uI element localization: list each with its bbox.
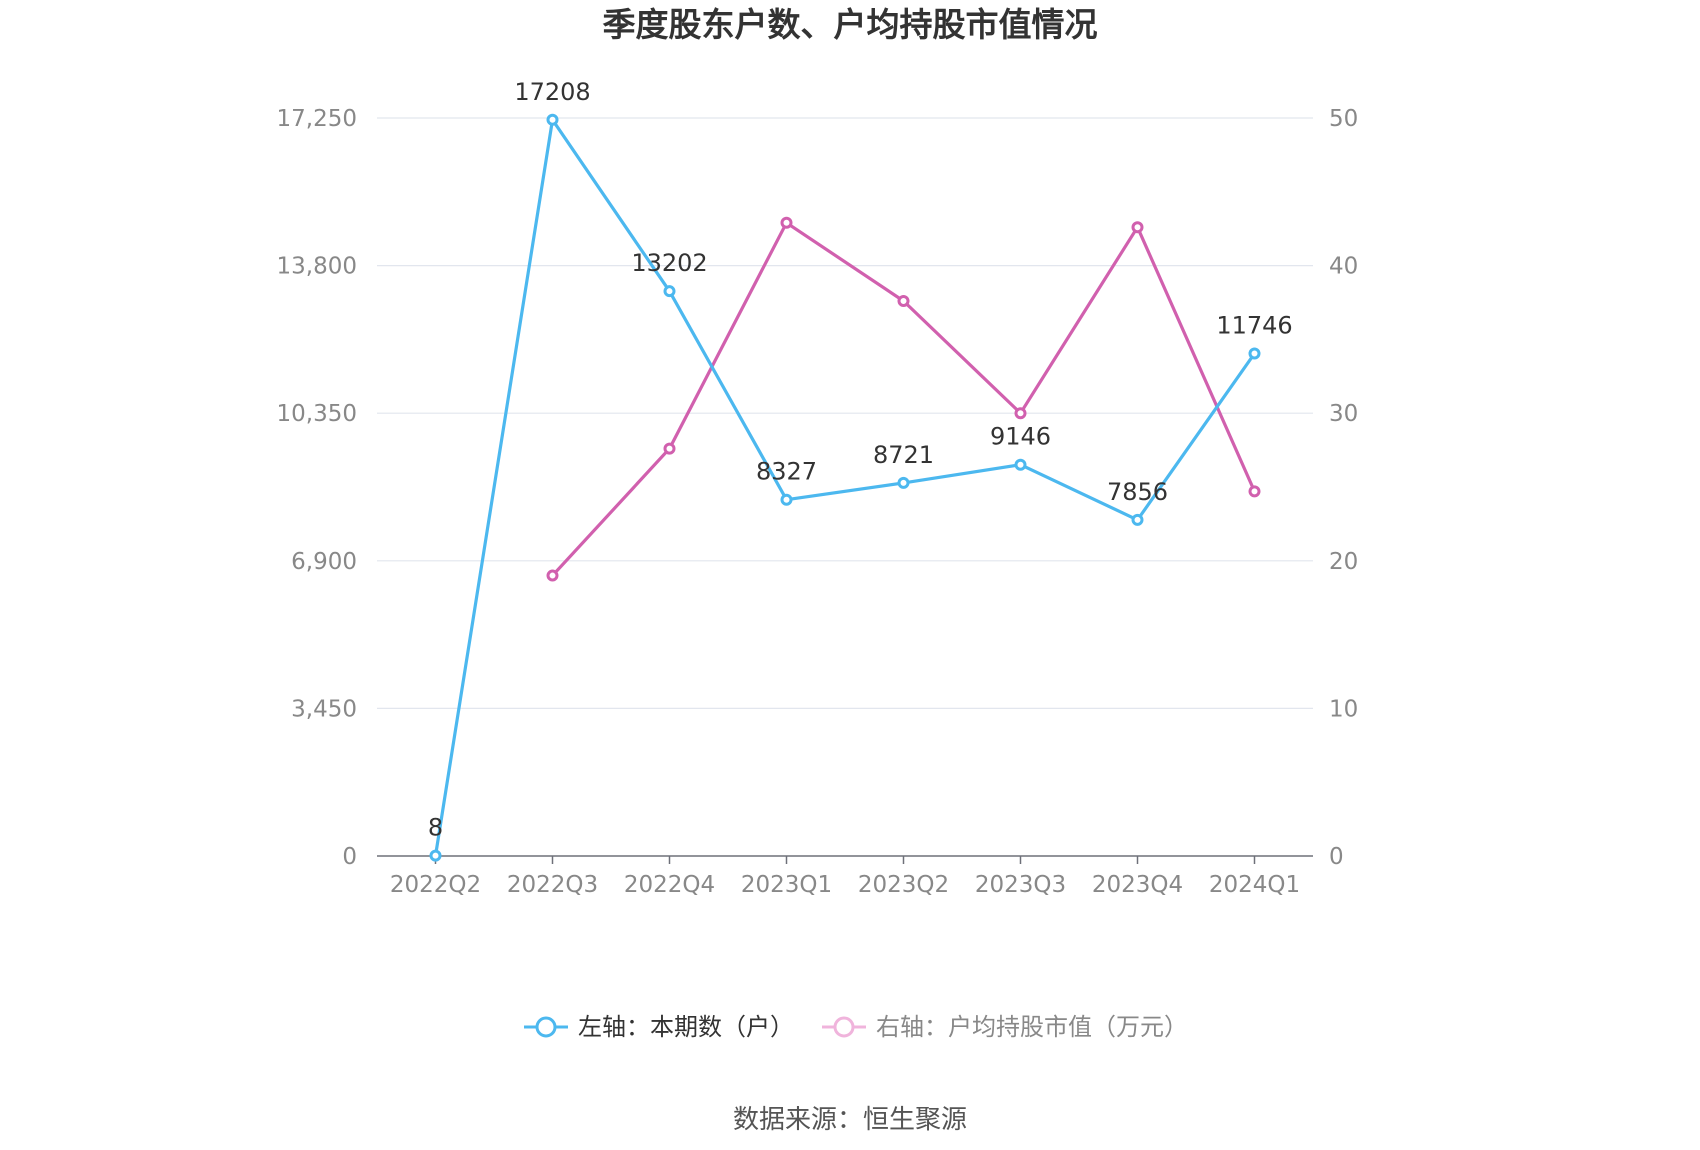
legend-item-right-series[interactable]: 右轴：户均持股市值（万元） — [822, 1013, 1188, 1041]
left-tick-label: 17,250 — [277, 106, 357, 132]
right-tick-label: 50 — [1329, 106, 1358, 132]
x-tick-label: 2022Q4 — [624, 872, 715, 898]
data-point-left[interactable] — [1131, 513, 1144, 526]
right-axis: 0 10 20 30 40 50 — [1329, 106, 1358, 870]
x-tick-label: 2024Q1 — [1209, 872, 1300, 898]
data-point-right[interactable] — [663, 442, 676, 455]
data-label: 11746 — [1216, 311, 1292, 339]
grid-lines — [377, 117, 1313, 710]
x-tick-label: 2023Q2 — [858, 872, 949, 898]
data-point-left[interactable] — [780, 493, 793, 506]
legend-marker-icon — [833, 1016, 855, 1038]
right-tick-label: 30 — [1329, 401, 1358, 427]
left-tick-label: 10,350 — [277, 401, 357, 427]
right-tick-label: 10 — [1329, 696, 1358, 722]
x-tick-label: 2023Q3 — [975, 872, 1066, 898]
data-point-left[interactable] — [546, 113, 559, 126]
data-point-right[interactable] — [897, 295, 910, 308]
legend-label-right: 右轴：户均持股市值（万元） — [876, 1013, 1188, 1041]
data-point-left[interactable] — [429, 849, 442, 862]
data-label: 8327 — [756, 458, 817, 486]
data-point-right[interactable] — [1014, 407, 1027, 420]
left-tick-label: 6,900 — [291, 549, 357, 575]
x-tick-label: 2022Q2 — [390, 872, 481, 898]
x-tick-label: 2023Q1 — [741, 872, 832, 898]
data-point-left[interactable] — [1014, 458, 1027, 471]
x-tick-label: 2023Q4 — [1092, 872, 1183, 898]
right-tick-label: 0 — [1329, 844, 1344, 870]
legend-marker-icon — [535, 1016, 557, 1038]
data-point-left[interactable] — [663, 285, 676, 298]
data-point-right[interactable] — [546, 569, 559, 582]
legend: 左轴：本期数（户） 右轴：户均持股市值（万元） — [524, 1013, 1188, 1041]
left-axis: 0 3,450 6,900 10,350 13,800 17,250 — [277, 106, 357, 870]
data-label: 9146 — [990, 423, 1051, 451]
legend-label-left: 左轴：本期数（户） — [578, 1013, 794, 1041]
data-label: 13202 — [631, 249, 707, 277]
right-tick-label: 40 — [1329, 254, 1358, 280]
chart-title: 季度股东户数、户均持股市值情况 — [603, 5, 1098, 44]
legend-item-left-series[interactable]: 左轴：本期数（户） — [524, 1013, 794, 1041]
left-tick-label: 13,800 — [277, 254, 357, 280]
data-label: 8 — [428, 814, 443, 842]
source-note: 数据来源：恒生聚源 — [733, 1105, 967, 1135]
data-point-right[interactable] — [780, 216, 793, 229]
data-point-left[interactable] — [1248, 347, 1261, 360]
left-tick-label: 3,450 — [291, 696, 357, 722]
left-tick-label: 0 — [342, 844, 357, 870]
data-point-right[interactable] — [1131, 221, 1144, 234]
data-label: 8721 — [873, 441, 934, 469]
data-point-left[interactable] — [897, 476, 910, 489]
x-tick-label: 2022Q3 — [507, 872, 598, 898]
data-label: 7856 — [1107, 478, 1168, 506]
data-point-right[interactable] — [1248, 485, 1261, 498]
data-labels: 8 17208 13202 8327 8721 9146 7856 11746 — [428, 78, 1293, 842]
x-axis: 2022Q2 2022Q3 2022Q4 2023Q1 2023Q2 2023Q3 2023… — [377, 855, 1313, 898]
data-label: 17208 — [514, 78, 590, 106]
series-line-left — [433, 118, 1256, 856]
right-tick-label: 20 — [1329, 549, 1358, 575]
series-layer — [429, 113, 1261, 862]
